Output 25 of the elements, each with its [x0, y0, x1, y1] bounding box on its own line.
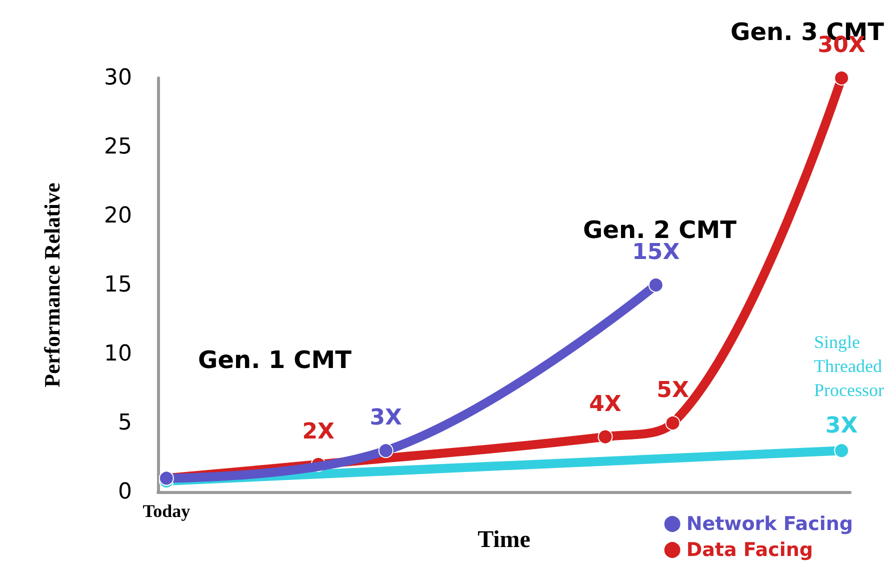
point — [834, 443, 850, 458]
legend-label: Data Facing — [686, 539, 814, 561]
point — [378, 443, 394, 458]
y-axis-title: Performance Relative — [40, 182, 64, 388]
point — [648, 278, 664, 292]
point — [598, 429, 613, 444]
y-tick-label: 15 — [104, 272, 132, 298]
legend-label: Network Facing — [686, 513, 853, 535]
data-label: 2X — [302, 419, 335, 444]
y-tick-label: 0 — [118, 480, 132, 504]
y-tick-label: 20 — [104, 204, 132, 228]
x-axis-title: Time — [478, 527, 531, 553]
y-tick-label: 30 — [104, 66, 132, 90]
annotation: Gen. 1 CMT — [198, 346, 352, 374]
y-tick-label: 10 — [104, 342, 132, 366]
y-tick-label: 25 — [104, 134, 132, 160]
data-label: 3X — [825, 414, 858, 439]
data-label: 3X — [370, 406, 402, 431]
y-tick-label: 5 — [118, 410, 132, 436]
point — [665, 416, 680, 430]
point — [834, 70, 850, 86]
data-label: 5X — [656, 378, 689, 403]
x-tick-label: Today — [142, 501, 190, 521]
data-label: 4X — [589, 392, 622, 417]
text: Single Threaded Processor — [814, 332, 884, 400]
